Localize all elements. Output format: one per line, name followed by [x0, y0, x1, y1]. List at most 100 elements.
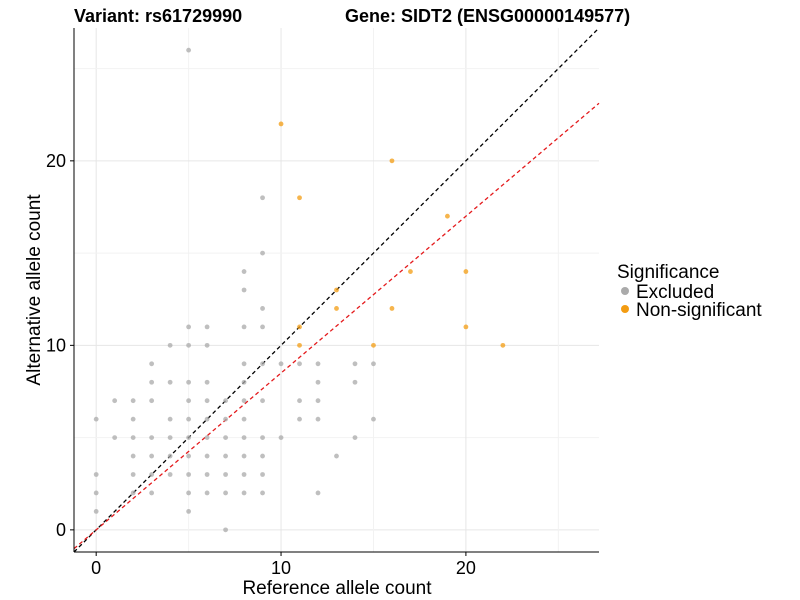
point-excluded	[352, 361, 358, 367]
point-excluded	[241, 453, 247, 459]
point-excluded	[260, 435, 265, 441]
point-excluded	[260, 324, 265, 330]
point-excluded	[167, 472, 173, 477]
point-excluded	[204, 416, 210, 422]
point-excluded	[223, 472, 228, 477]
point-excluded	[260, 306, 265, 311]
point-non_significant	[389, 158, 395, 164]
point-non_significant	[463, 269, 469, 274]
point-non_significant	[278, 121, 284, 127]
point-excluded	[130, 416, 136, 422]
point-excluded	[352, 379, 358, 385]
point-excluded	[149, 379, 155, 385]
point-excluded	[149, 472, 155, 477]
point-excluded	[186, 472, 192, 477]
point-excluded	[204, 342, 210, 348]
x-tick-label: 0	[91, 558, 101, 578]
point-excluded	[93, 490, 99, 496]
point-excluded	[167, 453, 173, 459]
point-excluded	[93, 509, 99, 514]
point-excluded	[149, 398, 155, 404]
point-excluded	[315, 361, 321, 367]
point-non_significant	[408, 269, 413, 274]
point-excluded	[149, 361, 155, 367]
point-excluded	[112, 398, 118, 404]
point-excluded	[204, 490, 210, 496]
point-excluded	[297, 361, 302, 367]
reference-line-identity	[73, 27, 600, 553]
point-excluded	[241, 472, 247, 477]
reference-line-fit	[73, 102, 600, 550]
grid-lines	[74, 28, 599, 552]
point-excluded	[241, 398, 247, 404]
y-tick-label: 10	[46, 335, 66, 355]
point-non_significant	[371, 342, 376, 348]
point-non_significant	[334, 287, 339, 293]
point-excluded	[130, 490, 136, 496]
point-excluded	[186, 47, 192, 53]
legend-label-excluded: Excluded	[636, 282, 714, 303]
point-excluded	[186, 398, 192, 404]
point-excluded	[241, 324, 247, 330]
point-excluded	[260, 490, 265, 496]
point-excluded	[223, 490, 228, 496]
point-excluded	[241, 379, 247, 385]
point-excluded	[204, 435, 210, 441]
point-excluded	[167, 342, 173, 348]
x-axis-label: Reference allele count	[242, 578, 432, 599]
point-non_significant	[297, 195, 302, 201]
point-excluded	[223, 416, 228, 422]
point-excluded	[241, 287, 247, 293]
point-non_significant	[297, 342, 302, 348]
point-excluded	[167, 435, 173, 441]
point-excluded	[112, 435, 118, 441]
point-excluded	[241, 361, 247, 367]
point-excluded	[149, 435, 155, 441]
point-excluded	[223, 453, 228, 459]
point-excluded	[186, 342, 192, 348]
point-excluded	[186, 416, 192, 422]
y-axis-label: Alternative allele count	[24, 194, 45, 386]
point-excluded	[186, 490, 192, 496]
point-non_significant	[334, 306, 339, 311]
point-excluded	[241, 490, 247, 496]
point-excluded	[278, 435, 284, 441]
reference-lines	[73, 27, 600, 553]
point-excluded	[130, 398, 136, 404]
point-excluded	[241, 269, 247, 274]
data-points	[93, 47, 506, 533]
title-variant: Variant: rs61729990	[74, 6, 242, 26]
point-excluded	[204, 324, 210, 330]
point-excluded	[241, 416, 247, 422]
point-excluded	[297, 416, 302, 422]
point-non_significant	[297, 324, 302, 330]
point-excluded	[260, 195, 265, 201]
tick-labels: 0 10 20 0 10 20	[46, 151, 476, 578]
point-excluded	[260, 250, 265, 256]
point-excluded	[315, 416, 321, 422]
legend-swatch-non-significant	[621, 305, 629, 313]
point-excluded	[204, 379, 210, 385]
point-excluded	[204, 398, 210, 404]
point-excluded	[278, 361, 284, 367]
title-gene: Gene: SIDT2 (ENSG00000149577)	[345, 6, 630, 26]
point-excluded	[93, 416, 99, 422]
axes	[73, 28, 599, 553]
point-excluded	[260, 398, 265, 404]
point-excluded	[204, 453, 210, 459]
point-excluded	[167, 379, 173, 385]
point-excluded	[93, 472, 99, 477]
point-excluded	[260, 361, 265, 367]
point-excluded	[223, 398, 228, 404]
point-excluded	[149, 453, 155, 459]
y-tick-label: 0	[56, 520, 66, 540]
point-excluded	[130, 453, 136, 459]
point-excluded	[130, 472, 136, 477]
point-excluded	[334, 453, 339, 459]
point-excluded	[223, 527, 228, 533]
legend-swatch-excluded	[621, 287, 629, 295]
point-excluded	[241, 435, 247, 441]
point-excluded	[371, 361, 376, 367]
legend-title: Significance	[617, 262, 719, 283]
